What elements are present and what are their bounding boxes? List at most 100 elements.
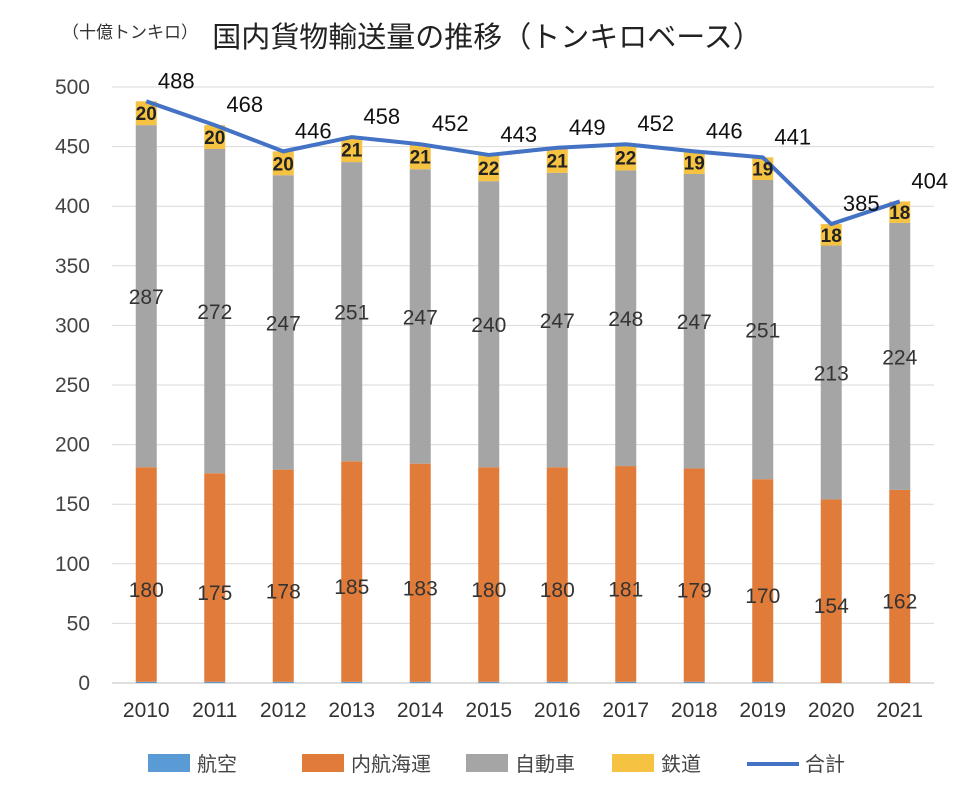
data-label-合計-2012: 446	[295, 118, 332, 143]
bar-自動車-2015	[478, 181, 500, 468]
data-label-合計-2016: 449	[569, 115, 606, 140]
data-label-鉄道-2014: 21	[410, 148, 432, 169]
y-tick-label-450: 450	[55, 136, 90, 159]
data-label-内航海運-2020: 154	[814, 595, 849, 618]
x-tick-label-2019: 2019	[739, 699, 786, 722]
data-label-合計-2018: 446	[706, 118, 743, 143]
legend-label-航空: 航空	[197, 752, 237, 776]
data-label-合計-2014: 452	[432, 111, 469, 136]
data-label-内航海運-2011: 175	[197, 582, 232, 605]
y-tick-label-350: 350	[55, 255, 90, 278]
bar-自動車-2021	[889, 222, 911, 490]
data-label-鉄道-2011: 20	[204, 128, 225, 149]
data-label-鉄道-2019: 19	[752, 160, 773, 181]
bar-鉄道-2021	[889, 201, 911, 223]
bar-内航海運-2016	[546, 467, 568, 682]
data-label-自動車-2013: 251	[334, 302, 369, 325]
bar-自動車-2010	[135, 125, 157, 468]
y-tick-label-50: 50	[67, 612, 90, 635]
data-label-自動車-2021: 224	[882, 346, 917, 369]
data-label-自動車-2010: 287	[129, 286, 164, 309]
data-label-自動車-2017: 248	[608, 308, 643, 331]
data-label-内航海運-2014: 183	[403, 577, 438, 600]
data-label-合計-2020: 385	[843, 191, 880, 216]
y-axis-unit-label: （十億トンキロ）	[62, 23, 198, 43]
data-label-内航海運-2021: 162	[882, 590, 917, 613]
data-label-内航海運-2017: 181	[608, 579, 643, 602]
y-tick-label-250: 250	[55, 374, 90, 397]
bar-鉄道-2014	[409, 144, 431, 170]
bar-内航海運-2011	[204, 473, 226, 682]
data-label-自動車-2018: 247	[677, 311, 712, 334]
data-label-合計-2019: 441	[774, 124, 811, 149]
bar-鉄道-2011	[204, 125, 226, 149]
data-label-自動車-2019: 251	[745, 320, 780, 343]
y-tick-label-300: 300	[55, 314, 90, 337]
bar-航空-2010	[135, 681, 157, 683]
data-label-合計-2015: 443	[500, 122, 537, 147]
legend-label-自動車: 自動車	[515, 752, 575, 776]
data-label-自動車-2012: 247	[266, 312, 301, 335]
data-label-鉄道-2017: 22	[615, 148, 636, 169]
data-label-合計-2011: 468	[226, 92, 263, 117]
y-tick-label-150: 150	[55, 493, 90, 516]
legend-swatch-航空	[148, 754, 190, 772]
bar-航空-2015	[478, 681, 500, 683]
x-tick-label-2021: 2021	[876, 699, 923, 722]
bar-内航海運-2015	[478, 467, 500, 682]
data-label-合計-2017: 452	[637, 111, 674, 136]
bar-内航海運-2019	[752, 479, 774, 682]
data-label-自動車-2016: 247	[540, 310, 575, 333]
data-label-自動車-2014: 247	[403, 306, 438, 329]
data-label-鉄道-2013: 21	[341, 141, 363, 162]
data-label-合計-2010: 488	[158, 68, 195, 93]
data-label-内航海運-2010: 180	[129, 579, 164, 602]
legend-label-内航海運: 内航海運	[351, 752, 431, 776]
x-tick-label-2011: 2011	[192, 699, 237, 722]
x-tick-label-2015: 2015	[465, 699, 512, 722]
x-tick-label-2014: 2014	[397, 699, 444, 722]
data-label-内航海運-2018: 179	[677, 580, 712, 603]
y-tick-label-500: 500	[55, 76, 90, 99]
y-tick-label-100: 100	[55, 553, 90, 576]
bar-鉄道-2016	[546, 147, 568, 173]
bar-内航海運-2021	[889, 489, 911, 683]
bar-内航海運-2017	[615, 466, 637, 682]
bar-内航海運-2013	[341, 461, 363, 682]
data-label-内航海運-2015: 180	[471, 579, 506, 602]
data-label-内航海運-2016: 180	[540, 579, 575, 602]
x-tick-label-2020: 2020	[808, 699, 855, 722]
bar-航空-2017	[615, 681, 637, 683]
bar-航空-2013	[341, 681, 363, 683]
bar-航空-2014	[409, 681, 431, 683]
data-label-自動車-2011: 272	[197, 301, 232, 324]
bar-自動車-2020	[820, 245, 842, 500]
bar-航空-2016	[546, 681, 568, 683]
bar-航空-2019	[752, 681, 774, 683]
bar-鉄道-2020	[820, 224, 842, 246]
data-label-鉄道-2016: 21	[547, 151, 569, 172]
legend-label-鉄道: 鉄道	[661, 752, 701, 776]
bar-鉄道-2017	[615, 144, 637, 171]
bar-自動車-2011	[204, 148, 226, 474]
bar-内航海運-2014	[409, 463, 431, 682]
bar-航空-2011	[204, 681, 226, 683]
bar-鉄道-2015	[478, 154, 500, 182]
bar-鉄道-2012	[272, 151, 294, 176]
legend-swatch-内航海運	[302, 754, 344, 772]
data-label-鉄道-2018: 19	[684, 154, 705, 175]
data-label-鉄道-2010: 20	[136, 104, 157, 125]
x-tick-label-2016: 2016	[534, 699, 581, 722]
bar-鉄道-2010	[135, 101, 157, 126]
data-label-鉄道-2021: 18	[889, 203, 910, 224]
bar-内航海運-2010	[135, 467, 157, 682]
bar-鉄道-2013	[341, 137, 363, 163]
legend-label-合計: 合計	[805, 752, 845, 776]
bar-自動車-2018	[683, 174, 705, 469]
bar-内航海運-2012	[272, 469, 294, 682]
bar-航空-2012	[272, 681, 294, 683]
line-合計	[145, 99, 901, 227]
data-label-鉄道-2012: 20	[273, 154, 294, 175]
y-tick-label-200: 200	[55, 434, 90, 457]
